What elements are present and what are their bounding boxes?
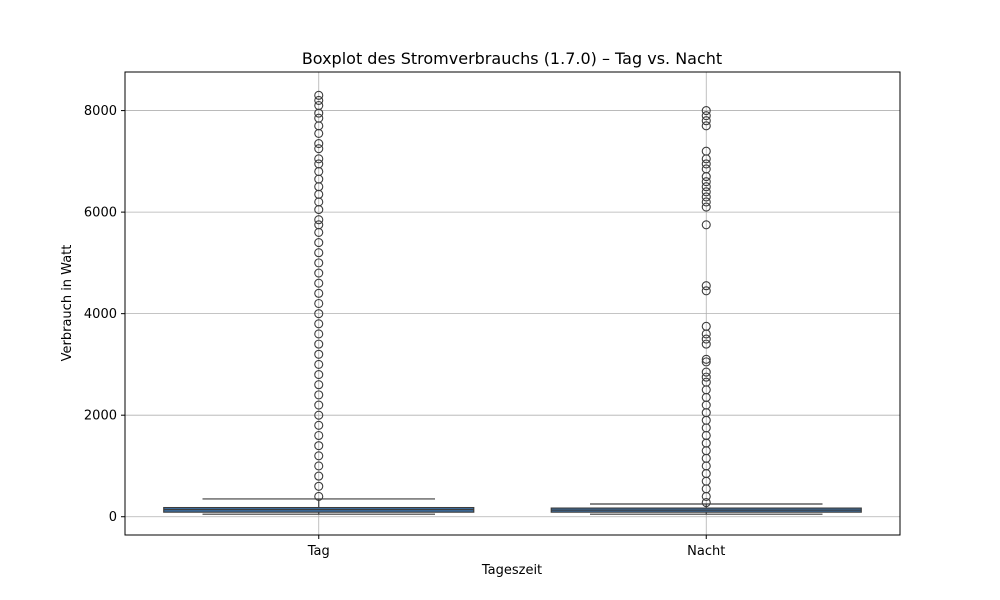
outlier-point [701, 367, 711, 377]
outlier-point [314, 410, 324, 420]
outlier-point [701, 357, 711, 367]
outlier-point [701, 111, 711, 121]
outlier-point [314, 288, 324, 298]
outlier-point [701, 281, 711, 291]
outlier-point [701, 197, 711, 207]
outlier-point [314, 461, 324, 471]
outlier-point [314, 238, 324, 248]
x-tick-label: Nacht [687, 544, 725, 559]
outlier-point [314, 298, 324, 309]
outlier-point [701, 377, 711, 387]
outlier-point [314, 139, 324, 149]
outlier-point [314, 471, 324, 481]
outlier-point [314, 319, 324, 329]
outlier-point [314, 451, 324, 461]
outlier-point [314, 359, 324, 369]
plot-frame [124, 71, 901, 536]
outlier-point [701, 334, 711, 344]
x-tick-label: Tag [307, 544, 330, 559]
outlier-point [701, 339, 711, 349]
outlier-point [701, 202, 711, 212]
outlier-point [314, 339, 324, 349]
outlier-point [314, 349, 324, 359]
outlier-point [314, 278, 324, 288]
outlier-point [701, 182, 711, 192]
y-tick-layer: 0 2000 4000 6000 8000 [84, 104, 125, 525]
outlier-point [701, 497, 711, 508]
outlier-point [314, 390, 324, 400]
outlier-point [701, 121, 711, 131]
outlier-point [701, 159, 711, 169]
outlier-point [314, 370, 324, 380]
outlier-point [314, 400, 324, 410]
outlier-point [701, 177, 711, 187]
outlier-point [314, 154, 324, 164]
outlier-point [314, 95, 324, 105]
outlier-point [314, 380, 324, 390]
outlier-point [701, 354, 711, 364]
outlier-point [314, 491, 324, 501]
y-axis-label: Verbrauch in Watt [60, 245, 75, 362]
outlier-point [314, 441, 324, 451]
outlier-point [314, 90, 324, 100]
outlier-point [314, 430, 324, 441]
grid-layer [125, 72, 900, 535]
outlier-point [701, 321, 711, 331]
outlier-point [701, 164, 711, 174]
outlier-point [701, 220, 711, 230]
outlier-point [701, 106, 711, 116]
outlier-point [314, 309, 324, 319]
outlier-point [314, 100, 324, 111]
outlier-point [314, 248, 324, 258]
chart-title: Boxplot des Stromverbrauchs (1.7.0) – Ta… [302, 49, 722, 68]
outlier-point [314, 258, 324, 268]
outlier-point [701, 146, 711, 156]
outlier-point [314, 329, 324, 339]
box-group-tag [163, 90, 475, 515]
outlier-point [701, 372, 711, 382]
outlier-point [314, 215, 324, 225]
box-layer [163, 90, 862, 515]
outlier-point [314, 268, 324, 278]
y-tick-label: 0 [109, 510, 117, 525]
y-tick-label: 6000 [84, 206, 117, 221]
outlier-point [314, 420, 324, 430]
outlier-point [314, 159, 324, 169]
y-tick-label: 2000 [84, 409, 117, 424]
y-tick-label: 4000 [84, 307, 117, 322]
x-axis-label: Tageszeit [481, 563, 542, 578]
outlier-point [314, 113, 324, 123]
outlier-point [314, 220, 324, 230]
outlier-point [701, 286, 711, 296]
outlier-point [701, 187, 711, 197]
y-tick-label: 8000 [84, 104, 117, 119]
box-group-nacht [550, 106, 862, 515]
outlier-point [701, 192, 711, 202]
outlier-point [314, 481, 324, 491]
outlier-point [314, 144, 324, 154]
x-tick-layer: Tag Nacht [307, 535, 725, 559]
outlier-point [701, 116, 711, 126]
